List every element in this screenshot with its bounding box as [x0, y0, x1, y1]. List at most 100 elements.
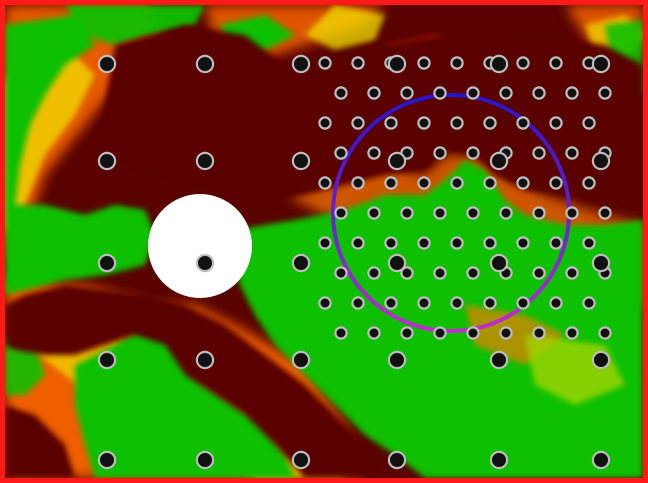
sensor-dot [386, 238, 396, 248]
sensor-dot [492, 154, 506, 168]
sensor-dot [369, 208, 379, 218]
sensor-dot [492, 57, 506, 71]
sensor-dot [198, 256, 212, 270]
sensor-dot [320, 58, 330, 68]
sensor-dot [567, 208, 577, 218]
sensor-dot [390, 453, 404, 467]
sensor-dot [551, 58, 561, 68]
sensor-dot [419, 298, 429, 308]
sensor-dot [369, 328, 379, 338]
sensor-dot [294, 453, 308, 467]
sensor-dot [336, 328, 346, 338]
sensor-dot [336, 148, 346, 158]
sensor-dot [534, 328, 544, 338]
sensor-dot [452, 118, 462, 128]
sensor-dot [294, 154, 308, 168]
sensor-dot [353, 178, 363, 188]
sensor-dot [551, 118, 561, 128]
sensor-dot [492, 353, 506, 367]
sensor-dot [294, 57, 308, 71]
sensor-dot [594, 353, 608, 367]
sensor-dot [485, 178, 495, 188]
sensor-dot [518, 298, 528, 308]
sensor-dot [369, 148, 379, 158]
sensor-dot [386, 298, 396, 308]
sensor-dot [294, 256, 308, 270]
sensor-dot [594, 453, 608, 467]
sensor-dot [294, 353, 308, 367]
sensor-dot [485, 118, 495, 128]
sensor-dot [534, 208, 544, 218]
sensor-dot [435, 328, 445, 338]
sensor-dot [435, 268, 445, 278]
sensor-dot [518, 238, 528, 248]
sensor-dot [600, 208, 610, 218]
sensor-dot [518, 178, 528, 188]
sensor-dot [551, 238, 561, 248]
sensor-dot [320, 298, 330, 308]
sensor-dot [452, 238, 462, 248]
sensor-dot [594, 154, 608, 168]
sensor-dot [584, 178, 594, 188]
sensor-dot [435, 88, 445, 98]
sensor-dot [485, 298, 495, 308]
sensor-dot [390, 256, 404, 270]
sensor-dot [198, 154, 212, 168]
sensor-dot [567, 148, 577, 158]
sensor-dot [468, 268, 478, 278]
sensor-dot [419, 58, 429, 68]
sensor-dot [100, 256, 114, 270]
sensor-dot [386, 118, 396, 128]
sensor-dot [551, 178, 561, 188]
sensor-dot [198, 353, 212, 367]
sensor-dot [100, 57, 114, 71]
sensor-dot [600, 88, 610, 98]
sensor-dot [320, 178, 330, 188]
sensor-dot [320, 238, 330, 248]
sensor-dot [551, 298, 561, 308]
sensor-dot [353, 118, 363, 128]
sensor-dot [320, 118, 330, 128]
sensor-dot [452, 178, 462, 188]
sensor-dot [468, 208, 478, 218]
sensor-dot [534, 268, 544, 278]
sensor-dot [584, 58, 594, 68]
sensor-dot [435, 148, 445, 158]
sensor-dot [468, 148, 478, 158]
sensor-dot [402, 148, 412, 158]
sensor-dot [501, 328, 511, 338]
sensor-dot [419, 238, 429, 248]
obstacle-disc [148, 194, 252, 298]
sensor-dot [594, 57, 608, 71]
sensor-dot [501, 208, 511, 218]
sensor-dot [100, 353, 114, 367]
sensor-dot [594, 256, 608, 270]
sensor-dot [353, 238, 363, 248]
sensor-dot [390, 154, 404, 168]
sensor-dot [369, 88, 379, 98]
sensor-dot [584, 118, 594, 128]
sensor-dot [402, 88, 412, 98]
sensor-dot [369, 268, 379, 278]
sensor-dot [452, 58, 462, 68]
sensor-dot [468, 88, 478, 98]
sensor-dot [567, 328, 577, 338]
sensor-dot [567, 88, 577, 98]
sensor-dot [198, 453, 212, 467]
sensor-dot [336, 268, 346, 278]
sensor-dot [402, 328, 412, 338]
sensor-dots [97, 54, 612, 470]
sensor-dot [419, 118, 429, 128]
sensor-dot [353, 58, 363, 68]
sensor-dot [100, 154, 114, 168]
heatmap-canvas [5, 5, 643, 478]
sensor-dot [419, 178, 429, 188]
sensor-dot [518, 118, 528, 128]
sensor-dot [402, 268, 412, 278]
sensor-dot [336, 88, 346, 98]
sensor-dot [435, 208, 445, 218]
sensor-dot [386, 178, 396, 188]
sensor-dot [518, 58, 528, 68]
sensor-dot [600, 328, 610, 338]
